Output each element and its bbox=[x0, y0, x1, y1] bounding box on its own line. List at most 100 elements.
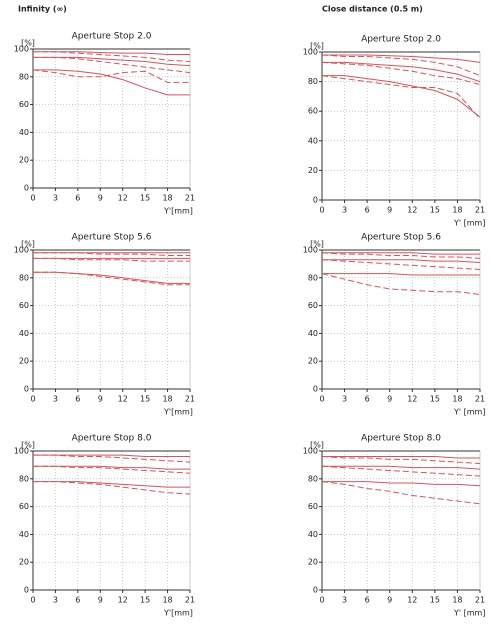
mtf-line bbox=[322, 54, 481, 63]
mtf-line bbox=[321, 259, 481, 270]
y-tick-label: 20 bbox=[19, 357, 29, 366]
x-tick-label: 0 bbox=[319, 206, 324, 215]
x-tick-label: 3 bbox=[342, 596, 347, 605]
y-tick-label: 0 bbox=[24, 184, 29, 193]
x-axis-label: Y' [mm] bbox=[453, 408, 485, 417]
x-tick-label: 15 bbox=[140, 194, 150, 203]
mtf-line bbox=[33, 481, 190, 488]
mtf-line bbox=[33, 257, 190, 262]
x-tick-label: 12 bbox=[118, 194, 128, 203]
y-tick-label: 0 bbox=[24, 385, 29, 394]
column-header: Close distance (0.5 m) bbox=[322, 5, 423, 14]
x-tick-label: 3 bbox=[53, 395, 58, 404]
x-tick-label: 18 bbox=[452, 206, 462, 215]
x-axis-label: Y'[mm] bbox=[163, 609, 193, 618]
x-tick-label: 15 bbox=[140, 395, 150, 404]
mtf-line bbox=[33, 56, 191, 67]
mtf-line bbox=[321, 75, 481, 119]
chart-title: Aperture Stop 2.0 bbox=[72, 32, 152, 42]
mtf-line bbox=[322, 259, 481, 264]
y-tick-label: 40 bbox=[19, 128, 29, 137]
y-tick-label: 80 bbox=[19, 273, 29, 282]
mtf-line bbox=[322, 252, 480, 255]
chart: Aperture Stop 8.0 [%] Y'[mm] 0 20 40 60 80 100 0 3… bbox=[14, 434, 195, 618]
y-axis-label: [%] bbox=[21, 39, 35, 48]
y-tick-label: 100 bbox=[303, 48, 318, 57]
x-tick-label: 0 bbox=[319, 596, 324, 605]
column-header: Infinity (∞) bbox=[18, 5, 67, 14]
x-tick-label: 12 bbox=[118, 596, 128, 605]
x-tick-label: 12 bbox=[407, 395, 417, 404]
x-tick-label: 12 bbox=[407, 206, 417, 215]
x-axis-label: Y'[mm] bbox=[163, 207, 193, 216]
mtf-line bbox=[33, 454, 191, 463]
y-tick-label: 60 bbox=[19, 100, 29, 109]
x-tick-label: 0 bbox=[30, 194, 35, 203]
mtf-line bbox=[321, 465, 481, 477]
x-tick-label: 3 bbox=[342, 206, 347, 215]
x-tick-label: 12 bbox=[407, 596, 417, 605]
y-tick-label: 40 bbox=[308, 530, 318, 539]
y-tick-label: 80 bbox=[308, 474, 318, 483]
x-tick-label: 3 bbox=[53, 596, 58, 605]
chart-title: Aperture Stop 5.6 bbox=[361, 233, 441, 243]
mtf-line bbox=[321, 252, 481, 259]
y-tick-label: 60 bbox=[308, 502, 318, 511]
x-tick-label: 9 bbox=[98, 596, 103, 605]
x-tick-label: 18 bbox=[162, 395, 172, 404]
y-axis-label: [%] bbox=[21, 240, 35, 249]
chart: Aperture Stop 2.0 [%] Y'[mm] 0 20 40 60 80 100 0 3… bbox=[14, 32, 195, 216]
mtf-line bbox=[33, 465, 190, 470]
y-tick-label: 40 bbox=[308, 136, 318, 145]
mtf-line bbox=[33, 51, 190, 56]
chart-title: Aperture Stop 8.0 bbox=[72, 434, 152, 444]
mtf-line bbox=[33, 481, 191, 495]
x-tick-label: 21 bbox=[475, 395, 485, 404]
x-tick-label: 9 bbox=[387, 206, 392, 215]
x-tick-label: 15 bbox=[430, 596, 440, 605]
y-tick-label: 20 bbox=[19, 156, 29, 165]
y-tick-label: 100 bbox=[303, 447, 318, 456]
mtf-line bbox=[33, 271, 190, 286]
mtf-line bbox=[322, 456, 480, 459]
x-tick-label: 0 bbox=[319, 395, 324, 404]
y-axis-label: [%] bbox=[21, 441, 35, 450]
mtf-line bbox=[33, 252, 190, 257]
y-axis-label: [%] bbox=[310, 441, 324, 450]
y-tick-label: 20 bbox=[308, 166, 318, 175]
mtf-line bbox=[321, 273, 481, 295]
mtf-line bbox=[33, 51, 191, 63]
y-tick-label: 40 bbox=[19, 329, 29, 338]
mtf-line bbox=[321, 54, 481, 77]
mtf-line bbox=[321, 481, 481, 505]
chart: Aperture Stop 5.6 [%] Y' [mm] 0 20 40 60 80 100 0… bbox=[303, 233, 486, 417]
x-tick-label: 15 bbox=[140, 596, 150, 605]
y-tick-label: 20 bbox=[308, 558, 318, 567]
y-tick-label: 100 bbox=[14, 447, 29, 456]
x-tick-label: 12 bbox=[118, 395, 128, 404]
y-tick-label: 0 bbox=[313, 196, 318, 205]
x-tick-label: 0 bbox=[30, 395, 35, 404]
y-tick-label: 80 bbox=[308, 273, 318, 282]
mtf-line bbox=[33, 454, 190, 458]
mtf-line bbox=[322, 481, 481, 487]
mtf-line bbox=[33, 271, 190, 284]
x-tick-label: 21 bbox=[475, 206, 485, 215]
mtf-line bbox=[322, 465, 481, 470]
x-tick-label: 18 bbox=[452, 395, 462, 404]
x-tick-label: 18 bbox=[162, 194, 172, 203]
x-tick-label: 21 bbox=[185, 194, 195, 203]
y-axis-label: [%] bbox=[310, 240, 324, 249]
x-tick-label: 9 bbox=[98, 395, 103, 404]
mtf-line bbox=[322, 61, 481, 83]
x-tick-label: 21 bbox=[185, 596, 195, 605]
x-tick-label: 9 bbox=[387, 596, 392, 605]
y-tick-label: 100 bbox=[14, 246, 29, 255]
mtf-line bbox=[33, 69, 190, 96]
x-tick-label: 3 bbox=[342, 395, 347, 404]
x-tick-label: 18 bbox=[162, 596, 172, 605]
x-tick-label: 9 bbox=[98, 194, 103, 203]
y-tick-label: 40 bbox=[19, 530, 29, 539]
mtf-line bbox=[322, 75, 481, 118]
